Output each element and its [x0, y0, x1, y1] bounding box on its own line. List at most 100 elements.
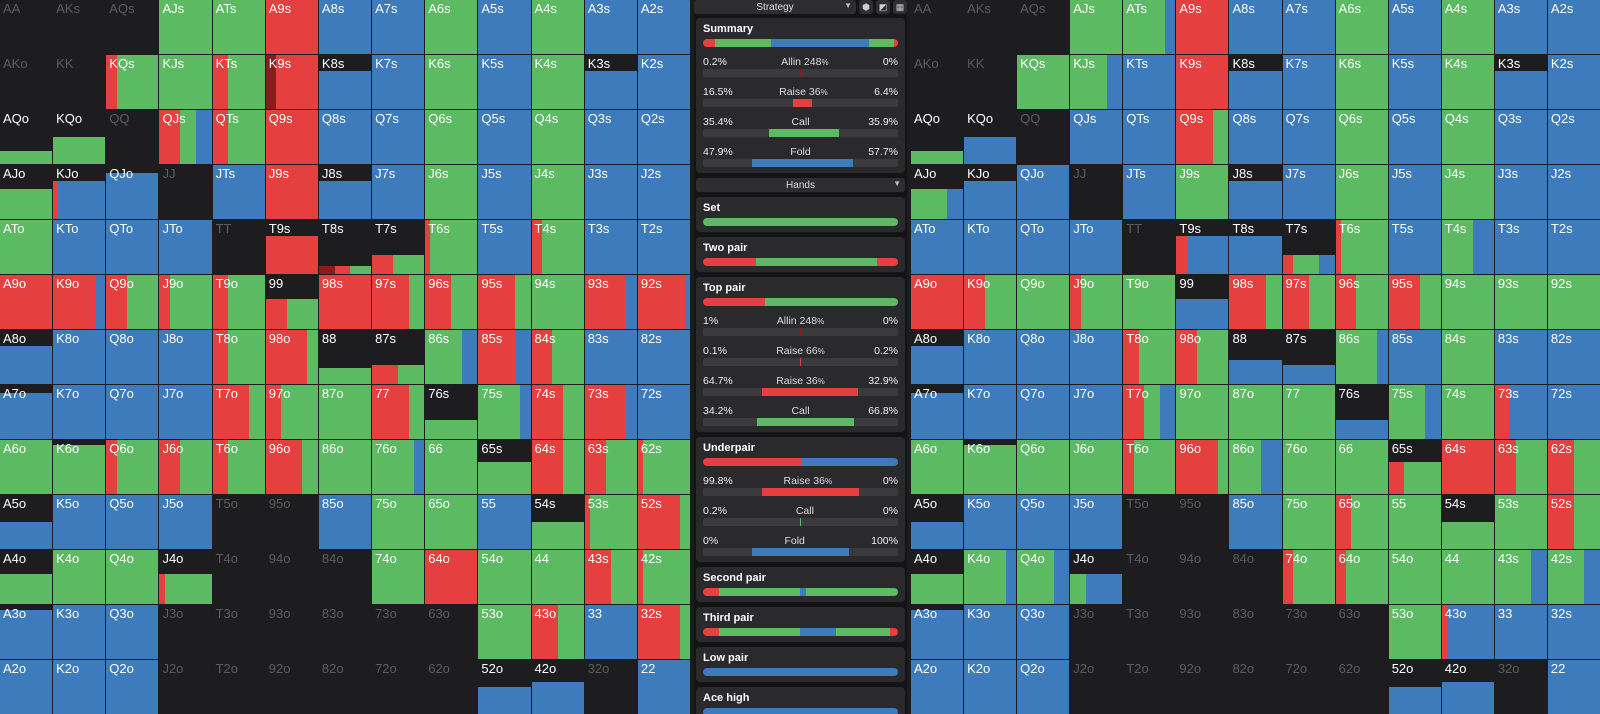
hand-cell[interactable]: K7s: [372, 55, 425, 109]
hand-cell[interactable]: T6o: [212, 440, 265, 494]
hand-cell[interactable]: A4s: [531, 0, 584, 54]
hand-cell[interactable]: T5o: [212, 495, 265, 549]
hand-cell[interactable]: KJs: [159, 55, 212, 109]
hand-cell[interactable]: 84o: [318, 550, 372, 604]
hand-cell[interactable]: A2o: [0, 660, 53, 714]
hand-cell[interactable]: K3s: [1494, 55, 1547, 109]
hand-cell[interactable]: J5s: [478, 165, 531, 219]
hand-cell[interactable]: T5s: [1388, 220, 1441, 274]
hand-cell[interactable]: 98s: [1229, 275, 1282, 329]
hand-cell[interactable]: J9o: [159, 275, 212, 329]
hand-cell[interactable]: K4o: [53, 550, 106, 604]
hand-cell[interactable]: Q9s: [1176, 110, 1229, 164]
hand-cell[interactable]: J9o: [1070, 275, 1123, 329]
hand-cell[interactable]: 75s: [478, 385, 531, 439]
hand-cell[interactable]: KTs: [1123, 55, 1176, 109]
hand-cell[interactable]: JJ: [1070, 165, 1123, 219]
hand-cell[interactable]: JTs: [1123, 165, 1176, 219]
hand-cell[interactable]: T4o: [212, 550, 265, 604]
hand-cell[interactable]: 76s: [1335, 385, 1388, 439]
hand-cell[interactable]: 88: [1229, 330, 1282, 384]
hand-cell[interactable]: QJo: [1017, 165, 1070, 219]
hand-cell[interactable]: T9s: [265, 220, 318, 274]
hand-cell[interactable]: Q7s: [1282, 110, 1335, 164]
hand-cell[interactable]: A6o: [911, 440, 964, 494]
hand-cell[interactable]: J8o: [159, 330, 212, 384]
hand-cell[interactable]: 54o: [478, 550, 531, 604]
hand-cell[interactable]: 32o: [1494, 660, 1547, 714]
hand-cell[interactable]: 72o: [372, 660, 425, 714]
hand-cell[interactable]: Q9s: [265, 110, 318, 164]
hand-cell[interactable]: 63o: [425, 605, 478, 659]
hand-cell[interactable]: 73s: [584, 385, 637, 439]
hand-cell[interactable]: T6s: [425, 220, 478, 274]
hand-cell[interactable]: 65o: [1335, 495, 1388, 549]
hand-cell[interactable]: AQo: [0, 110, 53, 164]
hand-cell[interactable]: 96s: [1335, 275, 1388, 329]
hand-cell[interactable]: 93o: [265, 605, 318, 659]
hand-category-card[interactable]: Third pair: [696, 607, 905, 642]
hand-cell[interactable]: 93o: [1176, 605, 1229, 659]
hand-cell[interactable]: K8o: [53, 330, 106, 384]
hand-cell[interactable]: T5o: [1123, 495, 1176, 549]
hand-cell[interactable]: AA: [911, 0, 964, 54]
hand-cell[interactable]: 43o: [531, 605, 584, 659]
hand-cell[interactable]: Q9o: [106, 275, 159, 329]
hand-cell[interactable]: A6s: [425, 0, 478, 54]
hand-cell[interactable]: 92o: [265, 660, 318, 714]
hand-cell[interactable]: 52s: [637, 495, 690, 549]
hand-cell[interactable]: Q3s: [584, 110, 637, 164]
hand-cell[interactable]: K5s: [478, 55, 531, 109]
hand-cell[interactable]: K7s: [1282, 55, 1335, 109]
hand-cell[interactable]: 63s: [1494, 440, 1547, 494]
hand-cell[interactable]: 32s: [1547, 605, 1600, 659]
hand-cell[interactable]: J4o: [1070, 550, 1123, 604]
hand-cell[interactable]: A5s: [1388, 0, 1441, 54]
hand-cell[interactable]: 66: [1335, 440, 1388, 494]
hand-cell[interactable]: KQo: [964, 110, 1017, 164]
hand-cell[interactable]: 75s: [1388, 385, 1441, 439]
contrast-icon[interactable]: ◩: [876, 0, 890, 14]
hand-cell[interactable]: J6o: [1070, 440, 1123, 494]
hand-cell[interactable]: A3s: [584, 0, 637, 54]
hand-cell[interactable]: KTo: [964, 220, 1017, 274]
hand-cell[interactable]: Q8s: [1229, 110, 1282, 164]
hand-cell[interactable]: A6s: [1335, 0, 1388, 54]
hand-cell[interactable]: Q7o: [1017, 385, 1070, 439]
hand-cell[interactable]: 97s: [372, 275, 425, 329]
hand-cell[interactable]: 83o: [318, 605, 372, 659]
hand-cell[interactable]: J5s: [1388, 165, 1441, 219]
hand-cell[interactable]: 87s: [372, 330, 425, 384]
hand-cell[interactable]: 94o: [1176, 550, 1229, 604]
hand-cell[interactable]: K8s: [1229, 55, 1282, 109]
hand-cell[interactable]: T8o: [1123, 330, 1176, 384]
hand-cell[interactable]: 52o: [478, 660, 531, 714]
hand-cell[interactable]: 75o: [372, 495, 425, 549]
hand-cell[interactable]: 92s: [1547, 275, 1600, 329]
hand-cell[interactable]: K8o: [964, 330, 1017, 384]
hand-cell[interactable]: 84s: [531, 330, 584, 384]
hand-cell[interactable]: 95o: [1176, 495, 1229, 549]
hand-cell[interactable]: A2o: [911, 660, 964, 714]
hand-cell[interactable]: K7o: [964, 385, 1017, 439]
hand-cell[interactable]: KJo: [964, 165, 1017, 219]
hand-cell[interactable]: 72s: [637, 385, 690, 439]
hand-category-card[interactable]: Underpair 99.8% Raise 36% 0% 0.2% Call 0% 0% Fol…: [696, 437, 905, 562]
hand-cell[interactable]: A7s: [1282, 0, 1335, 54]
hand-cell[interactable]: 97o: [265, 385, 318, 439]
hand-cell[interactable]: J4o: [159, 550, 212, 604]
hand-cell[interactable]: 42s: [637, 550, 690, 604]
hand-cell[interactable]: K3o: [53, 605, 106, 659]
hand-cell[interactable]: 76o: [372, 440, 425, 494]
hand-cell[interactable]: T5s: [478, 220, 531, 274]
hand-cell[interactable]: T7s: [372, 220, 425, 274]
hand-cell[interactable]: KQs: [106, 55, 159, 109]
hand-cell[interactable]: 53o: [1388, 605, 1441, 659]
hand-cell[interactable]: Q3o: [1017, 605, 1070, 659]
hand-cell[interactable]: J3o: [159, 605, 212, 659]
hand-cell[interactable]: K5s: [1388, 55, 1441, 109]
hand-cell[interactable]: 22: [637, 660, 690, 714]
hand-cell[interactable]: QJs: [159, 110, 212, 164]
hand-cell[interactable]: 84o: [1229, 550, 1282, 604]
hand-category-card[interactable]: Ace high: [696, 687, 905, 714]
